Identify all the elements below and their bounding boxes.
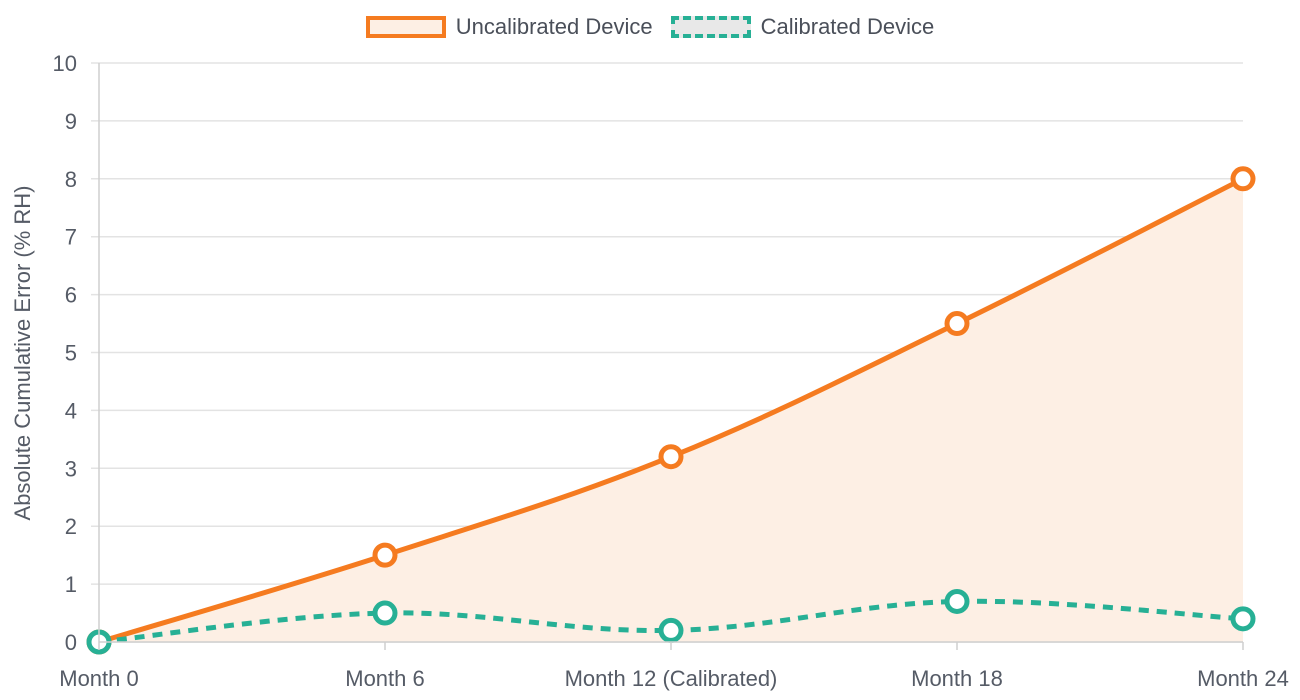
series-line-1 (98, 598, 1244, 645)
legend-swatch-calibrated (670, 16, 751, 38)
y-tick-label: 6 (65, 283, 77, 308)
y-tick-label: 3 (65, 456, 77, 481)
legend-item-uncalibrated[interactable]: Uncalibrated Device (365, 14, 653, 40)
legend-label-uncalibrated: Uncalibrated Device (455, 14, 653, 39)
y-tick-label: 2 (65, 514, 77, 539)
y-tick-label: 10 (53, 51, 77, 76)
x-tick-label: Month 24 (1197, 666, 1289, 691)
legend-swatch-uncalibrated (365, 16, 446, 38)
y-tick-label: 1 (65, 572, 77, 597)
data-point (944, 311, 970, 337)
data-point (1230, 166, 1256, 192)
data-point (658, 617, 684, 643)
y-axis-label: Absolute Cumulative Error (% RH) (10, 186, 35, 521)
legend-label-calibrated: Calibrated Device (760, 14, 935, 39)
data-points (86, 166, 1256, 655)
data-point (944, 588, 970, 614)
x-tick-label: Month 6 (345, 666, 425, 691)
series-area-0 (99, 178, 1243, 643)
y-tick-label: 9 (65, 109, 77, 134)
legend: Uncalibrated Device Calibrated Device (0, 14, 1300, 40)
y-tick-label: 7 (65, 225, 77, 250)
axes: 0 1 2 3 4 5 6 7 8 9 10 Month 0 Month 6 Month 12 (Cali… (53, 51, 1289, 691)
data-point (658, 444, 684, 470)
y-tick-label: 4 (65, 398, 77, 423)
y-tick-label: 0 (65, 630, 77, 655)
x-tick-label: Month 12 (Calibrated) (565, 666, 778, 691)
x-tick-label: Month 18 (911, 666, 1003, 691)
y-tick-label: 8 (65, 167, 77, 192)
data-point (372, 600, 398, 626)
data-point (372, 542, 398, 568)
legend-item-calibrated[interactable]: Calibrated Device (670, 14, 935, 40)
series-areas (99, 178, 1243, 643)
y-tick-label: 5 (65, 341, 77, 366)
x-tick-label: Month 0 (59, 666, 139, 691)
data-point (1230, 606, 1256, 632)
